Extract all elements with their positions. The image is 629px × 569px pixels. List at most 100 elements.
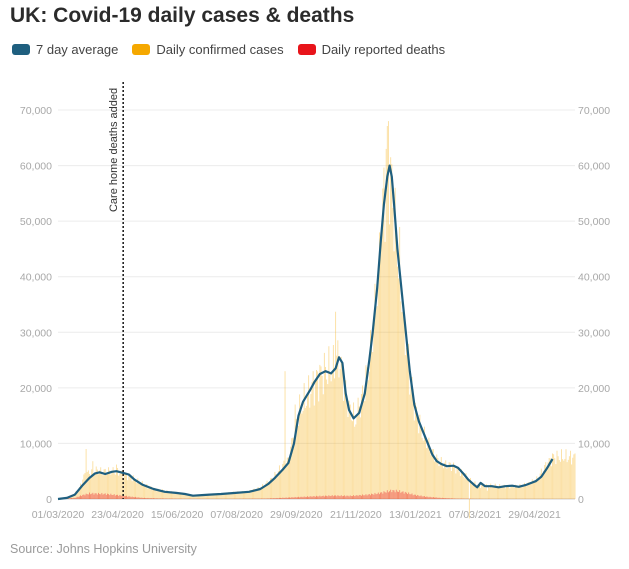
cases-bar: [290, 446, 292, 499]
deaths-bar: [87, 494, 89, 499]
legend-swatch-deaths: [297, 44, 316, 55]
deaths-bar: [414, 494, 416, 499]
y-tick-label-right: 70,000: [578, 105, 610, 117]
deaths-bar: [83, 494, 85, 499]
cases-bar: [548, 458, 550, 499]
x-tick-label: 13/01/2021: [389, 509, 442, 521]
cases-bar: [355, 424, 357, 499]
y-tick-label-left: 30,000: [20, 327, 52, 339]
deaths-bar: [75, 497, 77, 499]
deaths-bar: [98, 492, 99, 499]
cases-bar: [75, 491, 77, 499]
cases-bar: [486, 490, 488, 499]
deaths-bar: [380, 492, 382, 499]
deaths-bar: [372, 494, 374, 499]
deaths-bar: [410, 494, 412, 499]
cases-bar: [240, 491, 242, 499]
cases-bar: [571, 464, 573, 499]
cases-bar: [309, 407, 311, 499]
cases-bar: [172, 493, 174, 499]
deaths-bar: [405, 492, 407, 499]
cases-bar: [227, 494, 229, 499]
cases-bar: [222, 494, 224, 499]
deaths-bar: [291, 497, 293, 499]
cases-bar: [386, 126, 388, 499]
y-tick-label-right: 30,000: [578, 327, 610, 339]
cases-bar: [489, 487, 491, 499]
deaths-bar: [139, 497, 141, 499]
cases-bar: [274, 471, 276, 499]
cases-bar: [68, 497, 70, 499]
cases-bar: [321, 375, 323, 499]
annotation-group: Care home deaths added: [108, 82, 124, 499]
deaths-bar: [396, 491, 398, 499]
cases-bar: [140, 484, 142, 499]
deaths-bar: [163, 498, 165, 499]
cases-bar: [76, 492, 78, 499]
deaths-bar: [329, 496, 331, 499]
cases-bar: [563, 460, 565, 499]
legend-item-deaths[interactable]: Daily reported deaths: [297, 42, 445, 57]
cases-bar: [285, 463, 287, 499]
cases-bar: [372, 352, 374, 499]
deaths-bar: [117, 494, 119, 499]
cases-bar: [539, 473, 541, 499]
y-tick-label-right: 40,000: [578, 272, 610, 284]
cases-bars: [58, 121, 576, 519]
deaths-bar: [156, 498, 158, 499]
cases-bar: [558, 460, 560, 499]
deaths-bar: [449, 498, 451, 499]
cases-bar: [189, 495, 190, 499]
cases-bar: [110, 474, 112, 499]
deaths-bar: [284, 497, 286, 499]
deaths-bar: [159, 498, 161, 499]
x-tick-label: 15/06/2020: [151, 509, 204, 521]
cases-bar: [230, 493, 232, 499]
cases-bar: [557, 456, 559, 499]
deaths-bar: [272, 498, 274, 499]
legend-item-cases[interactable]: Daily confirmed cases: [132, 42, 284, 57]
legend-item-average[interactable]: 7 day average: [12, 42, 118, 57]
cases-bar: [232, 491, 234, 499]
deaths-bar: [385, 492, 387, 499]
deaths-bar: [157, 498, 159, 499]
cases-bar: [457, 467, 459, 499]
cases-bar: [236, 492, 238, 499]
deaths-bar: [429, 496, 431, 499]
x-tick-label: 01/03/2020: [32, 509, 85, 521]
cases-bar: [148, 486, 150, 499]
deaths-bar: [354, 496, 356, 499]
cases-bar: [158, 489, 160, 499]
cases-bar: [535, 480, 537, 499]
cases-bar: [452, 466, 453, 499]
cases-bar: [117, 467, 119, 499]
cases-bar: [264, 486, 266, 499]
cases-bar: [449, 462, 451, 499]
cases-bar: [439, 461, 441, 499]
y-tick-label-left: 40,000: [20, 272, 52, 284]
cases-bar: [204, 494, 206, 499]
cases-bar: [276, 475, 278, 499]
cases-bar: [369, 330, 371, 499]
cases-bar: [312, 371, 314, 499]
cases-bar: [543, 470, 544, 499]
deaths-bar: [168, 498, 170, 499]
cases-bar: [479, 483, 480, 499]
deaths-bar: [276, 497, 278, 499]
deaths-bar: [277, 498, 279, 499]
cases-bar: [151, 490, 153, 499]
cases-bar: [362, 385, 364, 499]
cases-bar: [284, 371, 286, 499]
cases-bar: [176, 493, 178, 499]
deaths-bar: [423, 496, 425, 499]
cases-bar: [311, 382, 313, 499]
cases-bar: [258, 487, 260, 499]
deaths-bar: [325, 495, 326, 499]
cases-bar: [525, 485, 526, 499]
cases-bar: [503, 484, 505, 499]
cases-bar: [111, 472, 113, 499]
cases-bar: [218, 494, 220, 499]
cases-bar: [411, 376, 413, 499]
deaths-bar: [413, 494, 415, 499]
deaths-bar: [104, 493, 106, 499]
